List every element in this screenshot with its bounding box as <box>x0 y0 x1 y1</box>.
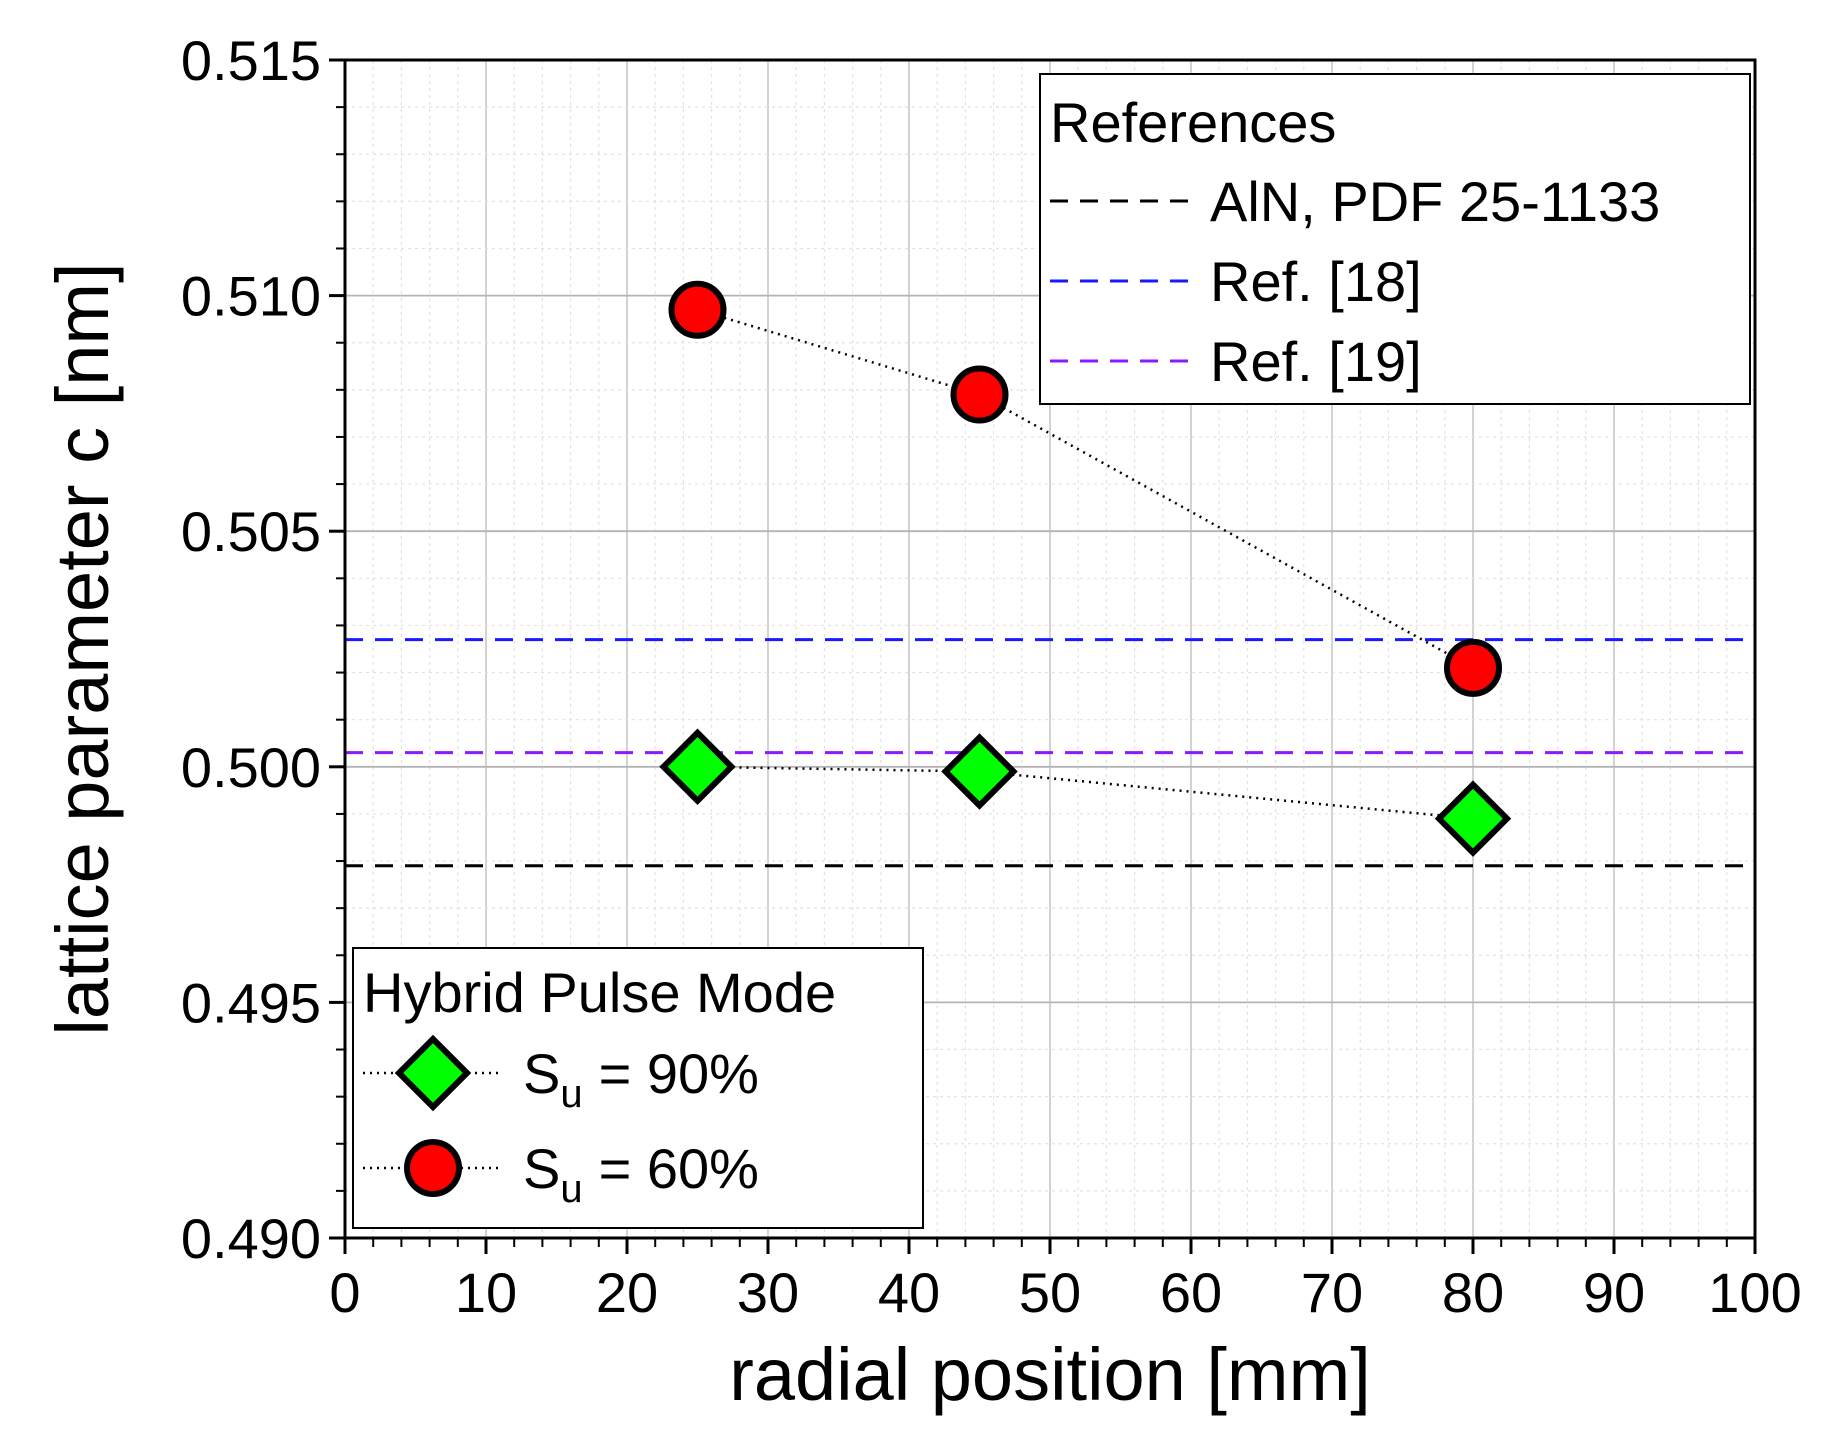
series-legend-title: Hybrid Pulse Mode <box>363 961 836 1024</box>
series-1-point <box>950 365 1009 424</box>
x-tick-label: 90 <box>1583 1261 1645 1324</box>
references-legend-box <box>1039 73 1751 405</box>
references-legend: References AlN, PDF 25-1133 Ref. [18] Re… <box>1039 73 1751 405</box>
y-axis-title: lattice parameter c [nm] <box>41 262 124 1035</box>
series-1-point <box>668 280 727 339</box>
y-tick-label: 0.495 <box>181 971 321 1034</box>
y-tick-label: 0.515 <box>181 29 321 92</box>
x-axis-title: radial position [mm] <box>729 1333 1371 1416</box>
references-legend-title: References <box>1050 91 1336 154</box>
legend-series-90-value: = 90% <box>599 1042 759 1105</box>
x-tick-label: 30 <box>737 1261 799 1324</box>
legend-series-60-marker <box>404 1139 462 1197</box>
legend-series-60-symbol: S <box>523 1137 560 1200</box>
legend-ref-aln-label: AlN, PDF 25-1133 <box>1210 170 1660 233</box>
legend-ref-18-label: Ref. [18] <box>1210 250 1422 313</box>
x-tick-label: 40 <box>878 1261 940 1324</box>
x-tick-label: 20 <box>596 1261 658 1324</box>
legend-series-60-subscript: u <box>560 1167 582 1211</box>
y-tick-label: 0.505 <box>181 500 321 563</box>
y-tick-label: 0.490 <box>181 1207 321 1270</box>
series-0-point <box>1434 780 1512 857</box>
series-legend: Hybrid Pulse Mode Su = 90% Su = 60% <box>352 947 924 1229</box>
x-tick-label: 50 <box>1019 1261 1081 1324</box>
x-tick-label: 70 <box>1301 1261 1363 1324</box>
legend-series-90-marker <box>394 1034 472 1112</box>
legend-series-90-subscript: u <box>560 1072 582 1116</box>
x-tick-label: 60 <box>1160 1261 1222 1324</box>
legend-series-60-label: Su = 60% <box>523 1137 759 1211</box>
data-markers <box>659 280 1512 857</box>
y-tick-label: 0.500 <box>181 736 321 799</box>
series-1-point <box>1444 638 1502 697</box>
y-tick-label: 0.510 <box>181 265 321 328</box>
series-0-connector <box>697 765 1474 820</box>
legend-series-90-label: Su = 90% <box>523 1042 759 1116</box>
reference-lines <box>345 638 1743 868</box>
legend-ref-19-label: Ref. [19] <box>1210 330 1422 393</box>
x-tick-label: 10 <box>455 1261 517 1324</box>
series-0-point <box>941 733 1018 810</box>
series-0-point <box>659 728 736 806</box>
legend-series-60-value: = 60% <box>599 1137 759 1200</box>
x-tick-label: 0 <box>329 1261 360 1324</box>
legend-series-90-symbol: S <box>523 1042 560 1105</box>
x-tick-label: 100 <box>1708 1261 1801 1324</box>
axis-ticks <box>329 58 1757 1254</box>
tick-labels: 0 10 20 30 40 50 60 70 80 90 100 0.490 0.495 0.500 0.5… <box>181 29 1802 1324</box>
x-tick-label: 80 <box>1442 1261 1504 1324</box>
